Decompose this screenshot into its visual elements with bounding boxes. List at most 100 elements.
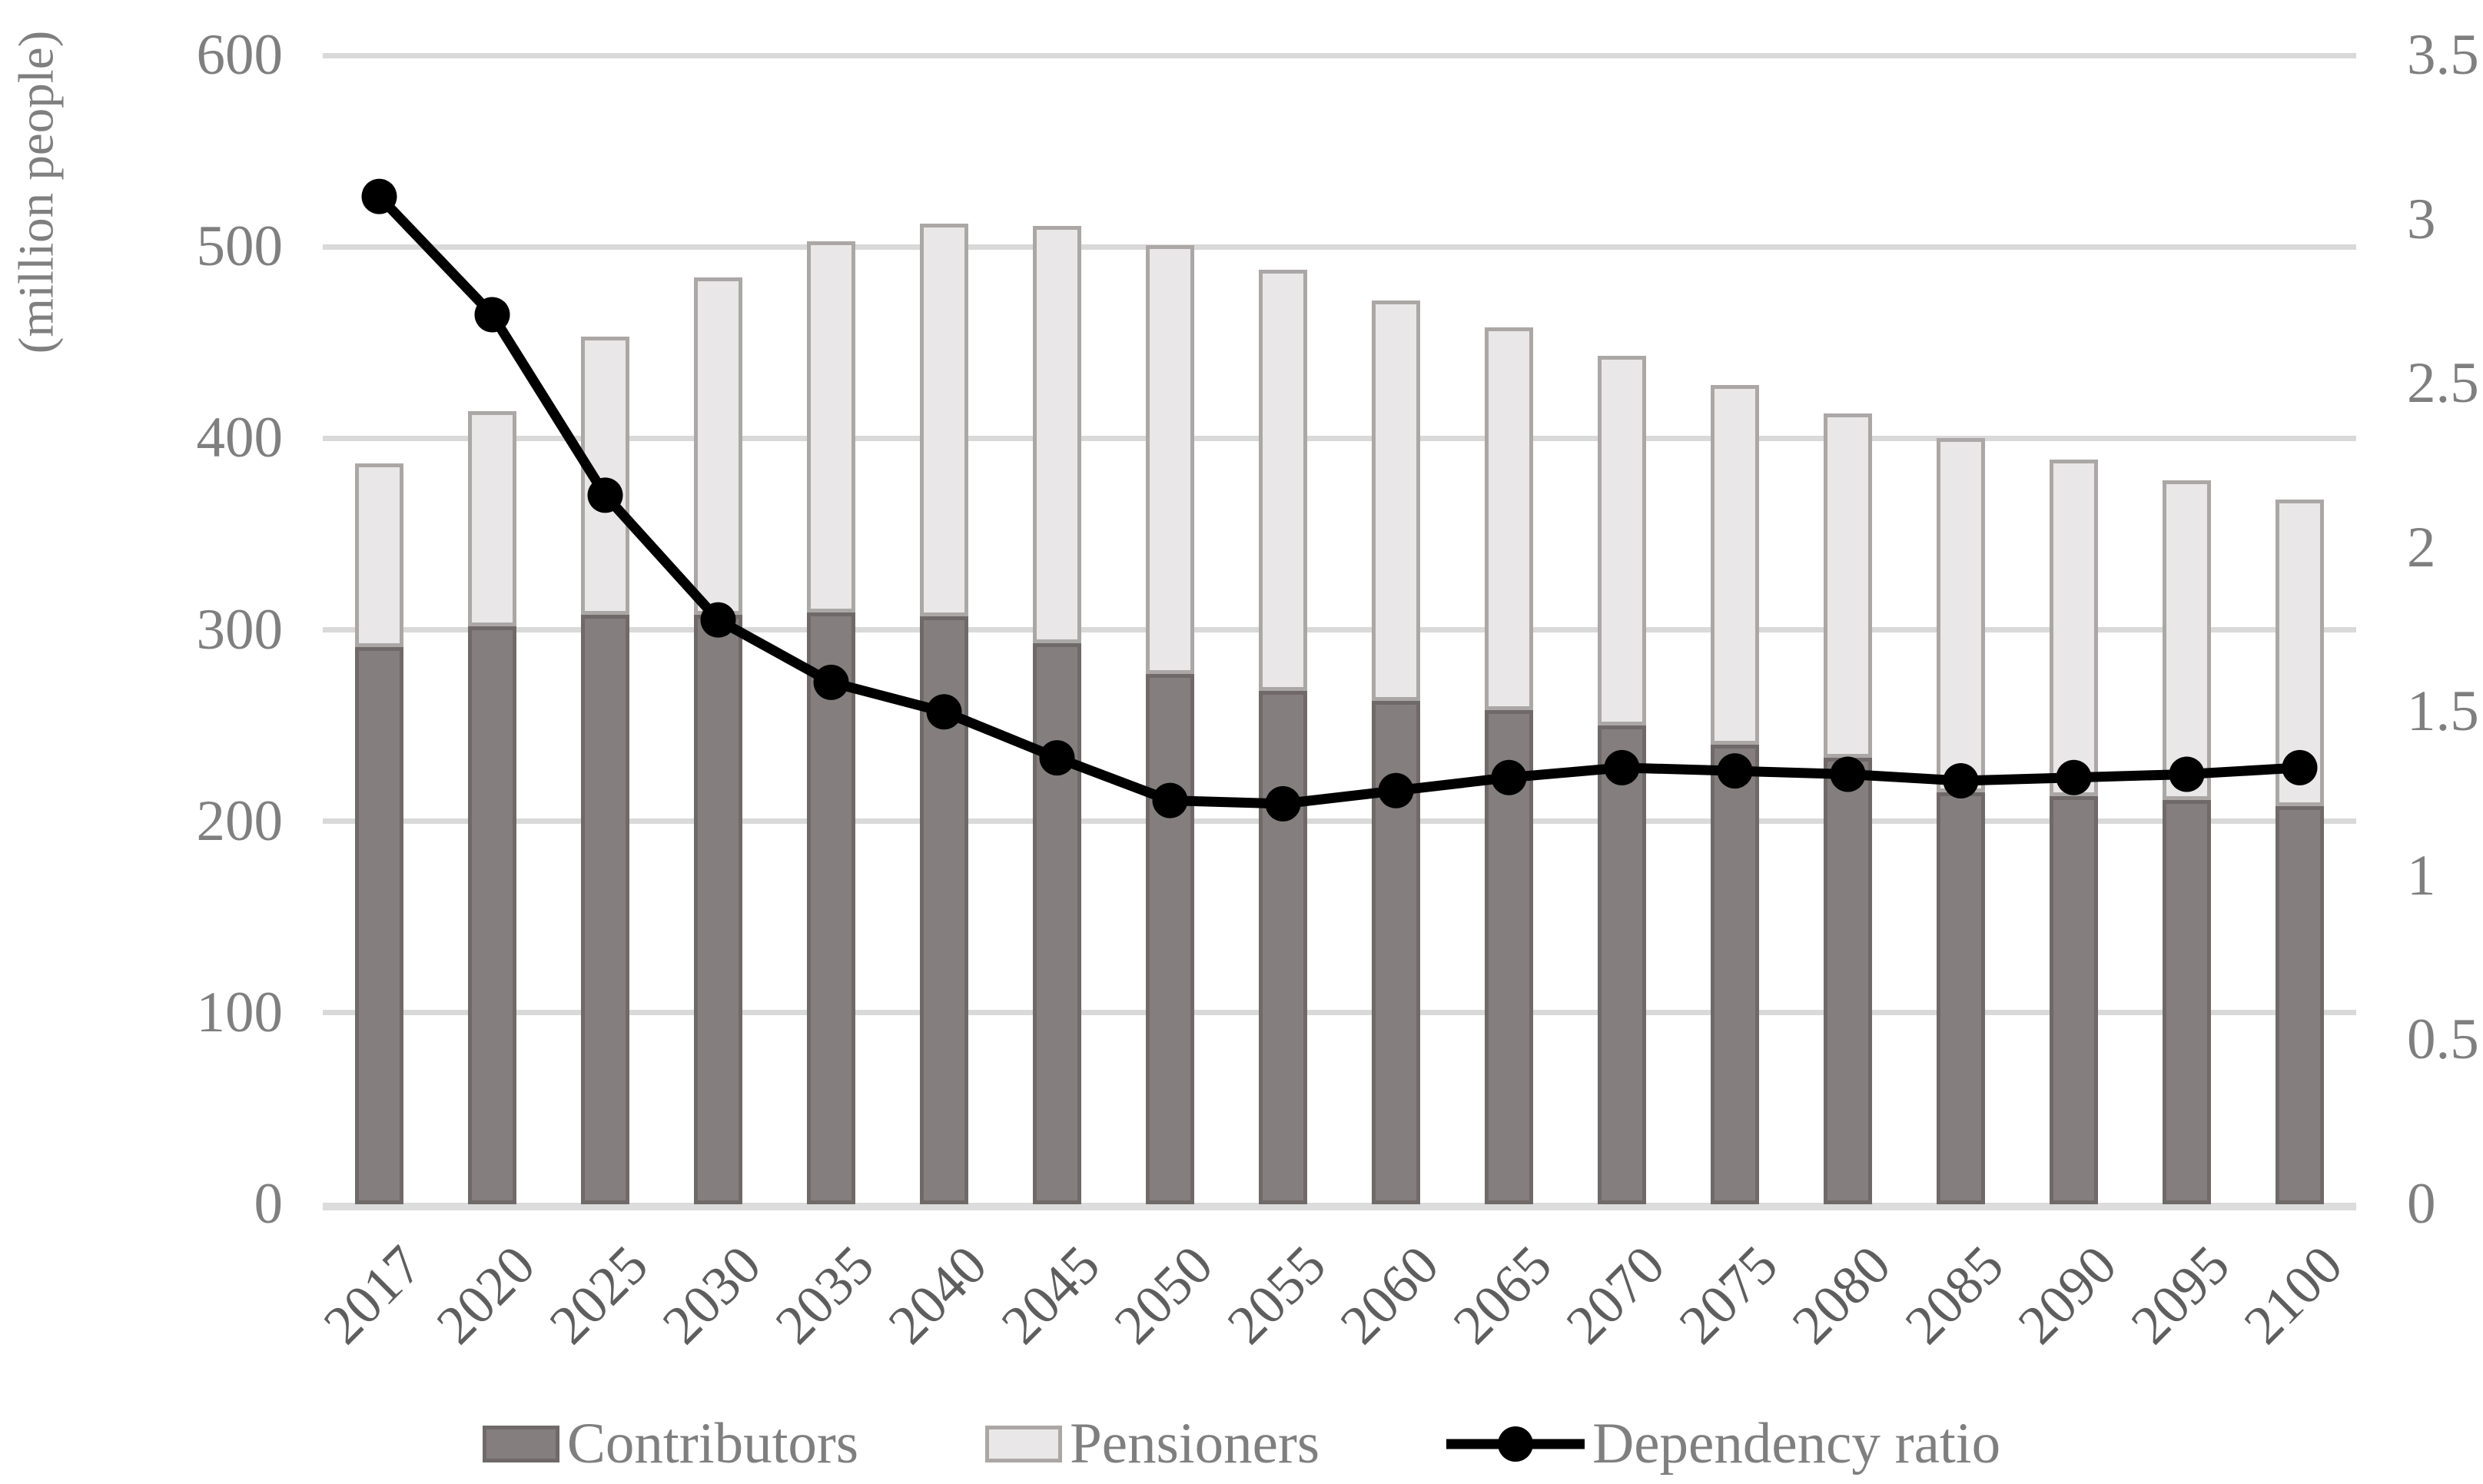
legend-label-dependency-ratio: Dependency ratio [1592,1412,2001,1476]
bar-pensioners-2035 [807,241,855,613]
right-tick-label: 0 [2407,1172,2436,1236]
data-point-marker-2090 [2056,759,2092,795]
gridline [323,244,2356,250]
gridline [323,818,2356,825]
x-tick-label-2075: 2075 [1667,1233,1789,1356]
legend-label-contributors: Contributors [566,1412,859,1476]
x-tick-label-2065: 2065 [1441,1233,1563,1356]
gridline [323,1010,2356,1016]
bar-pensioners-2095 [2163,480,2211,801]
data-point-marker-2085 [1943,762,1979,798]
data-point-marker-2017 [361,178,397,214]
x-tick-label-2095: 2095 [2119,1233,2241,1356]
bar-contributors-2035 [807,613,855,1204]
bar-pensioners-2075 [1711,384,1759,745]
bar-pensioners-2060 [1372,300,1420,701]
data-point-marker-2095 [2169,756,2205,792]
x-tick-label-2030: 2030 [650,1233,772,1356]
bar-contributors-2070 [1598,725,1646,1204]
data-point-marker-2020 [474,297,510,333]
bar-contributors-2085 [1937,792,1985,1204]
data-point-marker-2070 [1604,749,1640,785]
x-tick-label-2085: 2085 [1893,1233,2015,1356]
data-point-marker-2060 [1378,772,1414,808]
x-axis-line [323,1203,2356,1210]
bar-contributors-2045 [1033,642,1081,1204]
data-point-marker-2080 [1830,756,1866,792]
data-point-marker-2025 [587,477,623,513]
x-tick-label-2060: 2060 [1328,1233,1450,1356]
x-tick-label-2017: 2017 [311,1233,433,1356]
x-tick-label-2020: 2020 [424,1233,546,1356]
bar-pensioners-2040 [920,224,968,617]
x-tick-label-2080: 2080 [1780,1233,1902,1356]
contributors-swatch-icon [482,1426,559,1462]
data-point-marker-2030 [700,602,736,638]
left-tick-label: 0 [254,1172,284,1236]
right-tick-label: 1 [2407,843,2436,908]
right-tick-label: 3.5 [2407,23,2479,87]
x-tick-label-2070: 2070 [1554,1233,1676,1356]
x-tick-label-2100: 2100 [2232,1233,2354,1356]
plot-area [323,52,2356,1210]
right-tick-label: 3 [2407,187,2436,251]
data-point-marker-2065 [1491,759,1527,795]
left-tick-label: 500 [196,214,284,279]
right-tick-label: 1.5 [2407,679,2479,744]
gridline [323,627,2356,632]
gridline [323,52,2356,58]
left-tick-label: 300 [196,597,284,662]
bar-contributors-2095 [2163,800,2211,1204]
data-point-marker-2040 [926,694,962,730]
left-tick-label: 600 [196,23,284,87]
bar-pensioners-2030 [694,277,742,615]
right-tick-label: 0.5 [2407,1008,2479,1072]
bar-contributors-2050 [1146,673,1194,1204]
bar-pensioners-2050 [1146,244,1194,674]
bar-contributors-2020 [468,626,516,1204]
x-tick-label-2090: 2090 [2006,1233,2128,1356]
bar-pensioners-2020 [468,411,516,626]
x-tick-label-2045: 2045 [989,1233,1111,1356]
left-tick-label: 400 [196,406,284,470]
bar-pensioners-2045 [1033,225,1081,643]
gridline [323,435,2356,441]
bar-contributors-2100 [2276,805,2324,1204]
legend: Contributors Pensioners Dependency ratio [0,1411,2483,1477]
bar-pensioners-2090 [2050,459,2098,797]
bar-contributors-2030 [694,614,742,1204]
bar-contributors-2017 [355,646,403,1204]
bar-pensioners-2080 [1824,413,1872,759]
legend-label-pensioners: Pensioners [1070,1412,1320,1476]
line-marker-sample-icon [1446,1426,1585,1462]
left-tick-label: 200 [196,788,284,853]
x-tick-label-2050: 2050 [1102,1233,1224,1356]
bar-pensioners-2065 [1485,327,1533,711]
bar-contributors-2055 [1259,691,1307,1204]
bar-contributors-2090 [2050,796,2098,1204]
right-tick-label: 2 [2407,515,2436,579]
legend-item-dependency-ratio: Dependency ratio [1446,1411,2000,1477]
pensioners-swatch-icon [985,1426,1063,1462]
x-tick-label-2055: 2055 [1215,1233,1337,1356]
data-point-marker-2045 [1039,740,1075,776]
bar-pensioners-2055 [1259,270,1307,692]
legend-item-pensioners: Pensioners [985,1411,1320,1477]
data-point-marker-2100 [2282,749,2318,785]
line-series-layer [361,178,2318,822]
bar-contributors-2075 [1711,745,1759,1204]
data-point-marker-2035 [813,664,849,700]
data-point-marker-2075 [1717,753,1753,789]
x-tick-label-2040: 2040 [876,1233,998,1356]
data-point-marker-2055 [1265,785,1301,822]
bar-pensioners-2085 [1937,438,1985,793]
dependency-ratio-line [375,193,2300,809]
legend-item-contributors: Contributors [482,1411,859,1477]
bar-pensioners-2070 [1598,356,1646,726]
right-tick-label: 2.5 [2407,351,2479,416]
bar-contributors-2025 [581,614,629,1204]
left-tick-label: 100 [196,980,284,1044]
bar-pensioners-2017 [355,463,403,647]
data-point-marker-2050 [1152,782,1188,818]
